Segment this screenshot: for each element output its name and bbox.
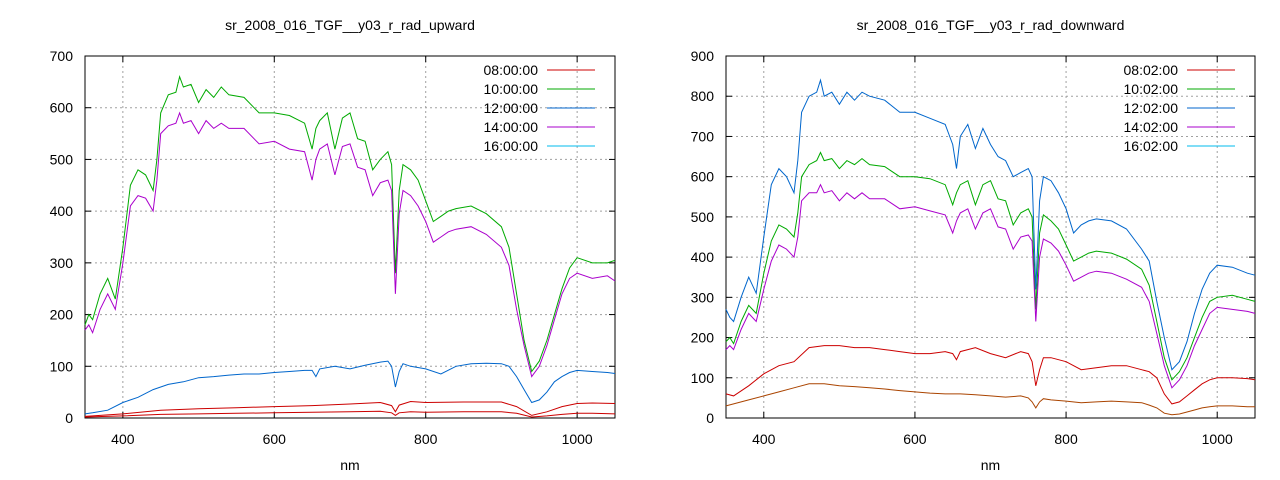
y-tick-label: 800 (691, 88, 715, 104)
x-tick-label: 600 (263, 431, 287, 447)
legend-label: 16:02:00 (1124, 138, 1179, 154)
y-tick-label: 500 (691, 209, 715, 225)
x-tick-label: 800 (414, 431, 438, 447)
y-tick-label: 400 (50, 203, 74, 219)
series-line (725, 78, 1256, 371)
plot-frame (84, 55, 616, 419)
x-tick-label: 800 (1054, 431, 1078, 447)
chart-title: sr_2008_016_TGF__y03_r_rad_downward (857, 17, 1125, 33)
y-tick-label: 900 (691, 48, 715, 64)
legend-label: 10:00:00 (484, 81, 539, 97)
x-axis-label: nm (981, 457, 1000, 473)
legend-label: 12:02:00 (1124, 100, 1179, 116)
series-line (725, 151, 1256, 381)
y-tick-label: 700 (691, 128, 715, 144)
y-tick-label: 200 (691, 330, 715, 346)
plot-frame (725, 55, 1256, 419)
series-line (84, 74, 616, 373)
legend-label: 08:00:00 (484, 62, 539, 78)
legend-label: 10:02:00 (1124, 81, 1179, 97)
y-tick-label: 300 (50, 255, 74, 271)
series-line (84, 400, 616, 417)
x-axis-label: nm (340, 457, 359, 473)
legend-label: 16:00:00 (484, 138, 539, 154)
y-tick-label: 0 (65, 410, 73, 426)
x-tick-label: 400 (111, 431, 135, 447)
series-line (84, 111, 616, 378)
chart-upward: sr_2008_016_TGF__y03_r_rad_upward 0 100 200… (50, 17, 616, 473)
y-tick-label: 600 (691, 169, 715, 185)
y-tick-label: 100 (50, 358, 74, 374)
chart-title: sr_2008_016_TGF__y03_r_rad_upward (225, 17, 475, 33)
series-line (725, 345, 1256, 405)
y-tick-label: 400 (691, 249, 715, 265)
y-tick-label: 0 (706, 410, 714, 426)
series-line (84, 410, 616, 418)
legend-label: 08:02:00 (1124, 62, 1179, 78)
x-tick-label: 600 (903, 431, 927, 447)
legend-label: 14:00:00 (484, 119, 539, 135)
legend-label: 12:00:00 (484, 100, 539, 116)
y-tick-label: 200 (50, 307, 74, 323)
legend-label: 14:02:00 (1124, 119, 1179, 135)
series-line (84, 360, 616, 415)
series-line (725, 383, 1255, 416)
y-tick-label: 600 (50, 100, 74, 116)
series-line (725, 183, 1256, 389)
chart-downward: sr_2008_016_TGF__y03_r_rad_downward 0 100 2… (691, 17, 1256, 473)
y-tick-label: 700 (50, 48, 74, 64)
x-tick-label: 1000 (1202, 431, 1233, 447)
x-tick-label: 400 (752, 431, 776, 447)
y-tick-label: 100 (691, 370, 715, 386)
x-tick-label: 1000 (562, 431, 593, 447)
y-tick-label: 500 (50, 151, 74, 167)
y-tick-label: 300 (691, 289, 715, 305)
